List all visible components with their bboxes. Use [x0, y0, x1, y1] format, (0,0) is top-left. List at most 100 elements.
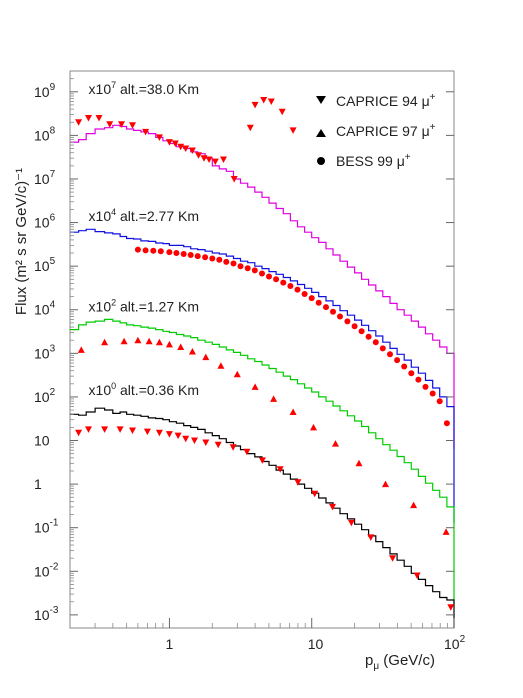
data-point: [410, 501, 418, 509]
data-point: [200, 155, 208, 162]
data-point: [77, 346, 85, 353]
series-mc-2: [70, 318, 455, 605]
series-mc-0: [70, 124, 455, 449]
data-point: [367, 534, 375, 541]
data-point: [173, 250, 180, 256]
data-point: [211, 158, 219, 166]
data-point: [259, 270, 265, 277]
data-point: [194, 253, 201, 260]
legend-marker-circle: [317, 157, 325, 165]
data-point: [436, 398, 443, 405]
legend-marker-triangle-up: [316, 129, 326, 137]
legend-particle: μ: [397, 153, 405, 169]
data-point: [101, 426, 109, 433]
step-line: [70, 318, 455, 605]
altitude-annotation: x100 alt.=0.36 Km: [89, 381, 199, 398]
legend-label: CAPRICE 97: [336, 123, 418, 139]
data-point: [301, 291, 308, 297]
legend-particle: μ: [422, 93, 430, 109]
data-point: [260, 97, 268, 104]
data-point: [129, 427, 136, 434]
data-point: [365, 333, 372, 340]
data-point: [166, 249, 173, 256]
data-point: [429, 390, 436, 397]
y-tick-label: 107: [34, 169, 56, 187]
y-tick-label: 108: [34, 125, 56, 143]
data-point: [143, 428, 151, 436]
data-point: [347, 519, 355, 527]
data-point: [344, 318, 351, 325]
data-point: [165, 340, 173, 348]
data-point: [246, 124, 254, 132]
x-tick-label: 102: [444, 634, 466, 652]
data-point: [202, 254, 209, 261]
data-point: [422, 383, 429, 390]
data-point: [116, 426, 124, 433]
data-point: [266, 273, 272, 280]
altitude-annotation: x107 alt.=38.0 Km: [89, 80, 199, 97]
legend-entry-caprice-94: CAPRICE 94 μ+: [316, 92, 436, 109]
data-point: [75, 429, 83, 437]
data-point: [273, 276, 280, 283]
y-tick-label: 1: [34, 476, 42, 492]
data-point: [401, 363, 408, 370]
data-point: [280, 279, 287, 286]
data-point: [415, 376, 422, 383]
y-axis-label: Flux (m² s sr GeV/c)⁻¹: [13, 168, 30, 315]
data-point: [408, 370, 415, 377]
data-point: [251, 267, 258, 274]
data-point: [157, 248, 164, 255]
y-tick-label: 105: [34, 256, 56, 274]
altitude-annotation: x102 alt.=1.27 Km: [89, 298, 199, 315]
y-tick-label: 10: [34, 433, 50, 449]
series-mc-1: [70, 228, 455, 523]
data-point: [251, 101, 259, 109]
data-point: [202, 353, 210, 361]
svg-text:BESS 99 μ+: BESS 99 μ+: [336, 152, 411, 169]
annotations-layer: x107 alt.=38.0 Km x104 alt.=2.77 Km x102 a…: [89, 80, 199, 398]
legend-entry-caprice-97: CAPRICE 97 μ+: [316, 122, 436, 139]
y-tick-label: 10-3: [34, 605, 59, 623]
data-point: [244, 265, 251, 272]
data-point: [379, 345, 386, 352]
data-point: [145, 337, 153, 345]
data-point: [165, 139, 173, 146]
legend-label: BESS 99: [336, 153, 393, 169]
data-point: [180, 251, 187, 257]
series-bess-99: [134, 246, 450, 427]
y-tick-label: 10-1: [34, 518, 59, 536]
svg-text:CAPRICE 97 μ+: CAPRICE 97 μ+: [336, 122, 436, 139]
series-caprice-94: [75, 97, 455, 611]
data-point: [270, 395, 278, 402]
data-point: [182, 145, 190, 152]
data-point: [355, 459, 363, 467]
legend-label: CAPRICE 94: [336, 93, 418, 109]
data-point: [294, 479, 302, 486]
data-point: [229, 444, 237, 451]
y-tick-label: 102: [34, 387, 56, 405]
y-tick-label: 109: [34, 82, 56, 100]
data-point: [337, 313, 343, 320]
data-point: [134, 246, 141, 253]
data-point: [95, 115, 103, 122]
data-point: [177, 143, 185, 151]
data-point: [205, 156, 213, 163]
step-line: [70, 228, 455, 523]
data-point: [171, 140, 179, 147]
data-point: [177, 343, 185, 350]
data-point: [223, 258, 230, 265]
data-point: [278, 108, 286, 116]
data-point: [75, 119, 83, 126]
data-point: [216, 256, 223, 263]
data-point: [389, 555, 397, 562]
legend-entry-bess-99: BESS 99 μ+: [317, 152, 411, 169]
legend-charge: +: [430, 122, 436, 133]
data-point: [387, 351, 393, 358]
data-point: [155, 429, 163, 437]
data-point: [251, 383, 259, 390]
legend-charge: +: [405, 152, 411, 163]
data-point: [191, 437, 198, 444]
data-point: [134, 336, 142, 344]
data-point: [358, 328, 365, 335]
